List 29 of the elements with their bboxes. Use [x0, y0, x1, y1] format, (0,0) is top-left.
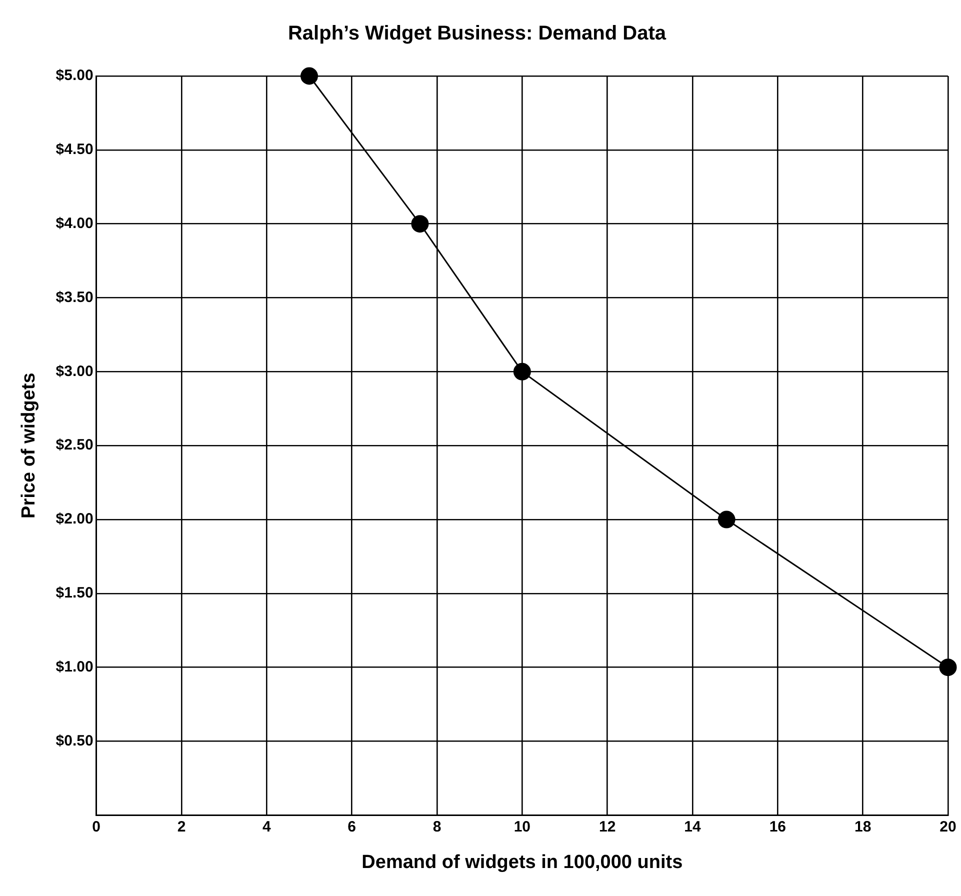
point — [939, 658, 957, 676]
chart-title: Ralph’s Widget Business: Demand Data — [288, 22, 667, 45]
x-tick-label: 4 — [262, 818, 272, 836]
x-tick-label: 12 — [598, 818, 616, 836]
y-tick-label: $1.50 — [56, 584, 94, 602]
point — [513, 362, 531, 380]
x-tick-label: 14 — [684, 818, 702, 836]
x-tick-label: 10 — [514, 818, 531, 836]
y-tick-label: $5.00 — [56, 67, 94, 84]
y-tick-label: $2.00 — [56, 510, 94, 528]
x-tick-label: 0 — [92, 818, 101, 836]
y-tick-label: $1.00 — [56, 658, 94, 676]
y-axis-title: Price of widgets — [18, 372, 40, 518]
point — [300, 67, 318, 85]
x-tick-label: 6 — [348, 818, 356, 836]
x-tick-label: 16 — [769, 818, 786, 836]
x-axis-title: Demand of widgets in 100,000 units — [362, 852, 683, 873]
x-tick-label: 18 — [854, 818, 872, 836]
x-tick-label: 20 — [940, 818, 956, 836]
y-tick-label: $4.50 — [56, 141, 94, 158]
y-tick-label: $3.50 — [56, 288, 94, 306]
x-tick-label: 2 — [177, 818, 186, 836]
y-tick-label: $2.50 — [56, 436, 94, 454]
y-tick-label: $0.50 — [56, 732, 94, 750]
point — [718, 510, 736, 528]
point — [411, 215, 429, 233]
x-tick-label: 8 — [432, 818, 442, 836]
y-tick-label: $4.00 — [56, 214, 94, 232]
y-tick-label: $3.00 — [56, 362, 94, 380]
